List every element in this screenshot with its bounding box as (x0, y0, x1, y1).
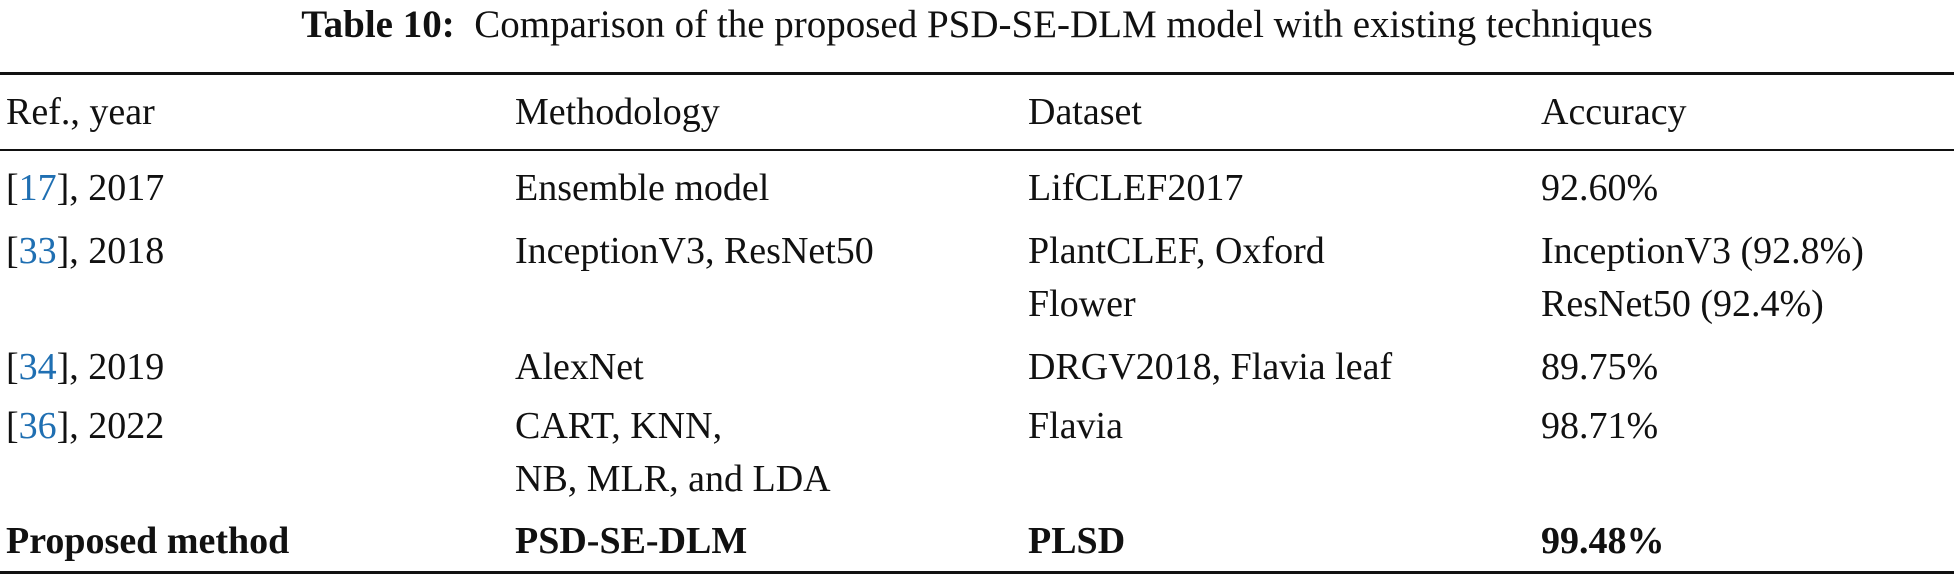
cell-line: 98.71% (1541, 405, 1659, 447)
table-cell: DRGV2018, Flavia leaf (1028, 341, 1392, 394)
table-cell: Ensemble model (515, 162, 769, 215)
ref-text: ], 2018 (56, 230, 165, 272)
mid-rule (0, 149, 1954, 151)
cell-line: Flower (1028, 283, 1136, 325)
bottom-rule (0, 571, 1954, 574)
reference-link: 33 (18, 230, 57, 272)
ref-year: [33], 2018 (6, 225, 164, 278)
header-cell: Dataset (1028, 91, 1142, 133)
reference-link: 17 (18, 167, 57, 209)
ref-text: [ (6, 405, 19, 447)
table-cell: 92.60% (1541, 162, 1658, 215)
table-cell: [34], 2019 (6, 341, 164, 394)
table-cell: Flavia (1028, 400, 1123, 453)
table-cell: [36], 2022 (6, 400, 164, 453)
ref-year: [17], 2017 (6, 162, 164, 215)
table-caption: Table 10: Comparison of the proposed PSD… (0, 2, 1954, 47)
cell-line: CART, KNN, (515, 405, 723, 447)
table-cell: CART, KNN, NB, MLR, and LDA (515, 400, 831, 506)
cell-line: NB, MLR, and LDA (515, 458, 831, 500)
reference-link: 34 (18, 346, 57, 388)
ref-text: ], 2019 (56, 346, 165, 388)
ref-text: [ (6, 167, 19, 209)
cell-line: 92.60% (1541, 167, 1659, 209)
table-cell: [33], 2018 (6, 225, 164, 278)
ref-year: [36], 2022 (6, 400, 164, 453)
cell-line: AlexNet (515, 346, 644, 388)
reference-link: 36 (18, 405, 57, 447)
cell-line: Ensemble model (515, 167, 770, 209)
cell-line: DRGV2018, Flavia leaf (1028, 346, 1393, 388)
table-cell: [17], 2017 (6, 162, 164, 215)
cell-line: Flavia (1028, 405, 1123, 447)
table-cell: InceptionV3, ResNet50 (515, 225, 874, 278)
cell-line: InceptionV3 (92.8%) (1541, 230, 1864, 272)
cell-line: PSD-SE-DLM (515, 520, 748, 562)
table-cell: 89.75% (1541, 341, 1658, 394)
cell-line: 99.48% (1541, 520, 1665, 562)
table-cell: AlexNet (515, 341, 644, 394)
ref-text: ], 2022 (56, 405, 165, 447)
ref-text: [ (6, 346, 19, 388)
ref-year: [34], 2019 (6, 341, 164, 394)
caption-label: Table 10: (301, 3, 455, 46)
ref-text: [ (6, 230, 19, 272)
table-cell: PLSD (1028, 515, 1125, 568)
cell-line: PlantCLEF, Oxford (1028, 230, 1325, 272)
header-cell: Methodology (515, 91, 720, 133)
table-cell: Proposed method (6, 515, 289, 568)
ref-text: ], 2017 (56, 167, 165, 209)
header-cell: Accuracy (1541, 91, 1687, 133)
cell-line: LifCLEF2017 (1028, 167, 1244, 209)
header-cell: Ref., year (6, 91, 155, 133)
table-cell: InceptionV3 (92.8%) ResNet50 (92.4%) (1541, 225, 1864, 331)
cell-line: InceptionV3, ResNet50 (515, 230, 874, 272)
caption-text: Comparison of the proposed PSD-SE-DLM mo… (474, 3, 1653, 46)
cell-line: Proposed method (6, 520, 290, 562)
table-cell: 98.71% (1541, 400, 1658, 453)
cell-line: PLSD (1028, 520, 1126, 562)
table-cell: PlantCLEF, Oxford Flower (1028, 225, 1325, 331)
table-cell: LifCLEF2017 (1028, 162, 1243, 215)
table-cell: PSD-SE-DLM (515, 515, 747, 568)
top-rule (0, 72, 1954, 75)
table-cell: 99.48% (1541, 515, 1665, 568)
cell-line: ResNet50 (92.4%) (1541, 283, 1824, 325)
cell-line: 89.75% (1541, 346, 1659, 388)
